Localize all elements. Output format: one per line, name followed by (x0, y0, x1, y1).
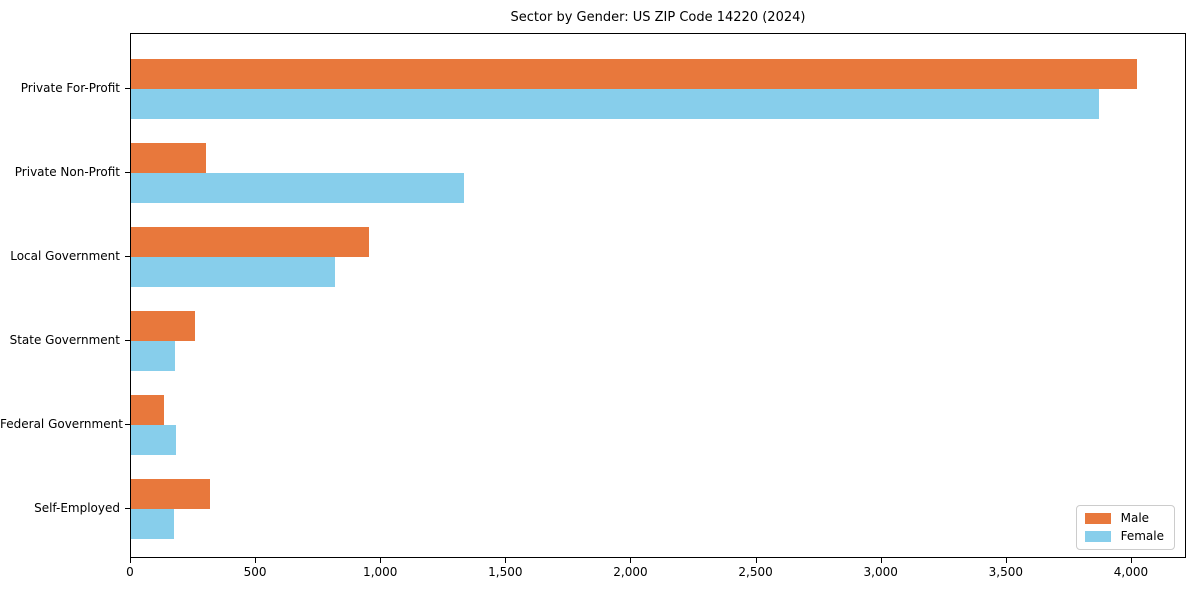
ytick-label-federal-government: Federal Government (0, 417, 123, 431)
xtick-label-3000: 3,000 (863, 565, 898, 579)
ytick-label-private-non-profit: Private Non-Profit (14, 165, 120, 179)
xtick-label-500: 500 (243, 565, 267, 579)
bar-male-private-non-profit (131, 143, 206, 173)
xtick-mark (630, 558, 632, 563)
ytick-mark (125, 424, 130, 425)
bar-male-self-employed (131, 479, 210, 509)
xtick-mark (1130, 558, 1132, 563)
xtick-label-2500: 2,500 (738, 565, 773, 579)
xtick-mark (130, 558, 131, 563)
legend-label-female: Female (1120, 529, 1164, 543)
legend-label-male: Male (1120, 511, 1150, 525)
bar-female-private-non-profit (131, 173, 464, 203)
ytick-mark (125, 340, 130, 341)
bar-male-local-government (131, 227, 369, 257)
xtick-mark (1005, 558, 1007, 563)
bar-male-private-for-profit (131, 59, 1137, 89)
male-swatch-icon (1084, 513, 1111, 524)
ytick-label-private-for-profit: Private For-Profit (20, 81, 120, 95)
ytick-label-state-government: State Government (9, 333, 120, 347)
xtick-label-1000: 1,000 (363, 565, 398, 579)
legend-item-female: Female (1084, 529, 1164, 543)
legend-item-male: Male (1084, 511, 1164, 525)
bar-male-federal-government (131, 395, 164, 425)
bar-female-self-employed (131, 509, 174, 539)
bar-female-private-for-profit (131, 89, 1099, 119)
chart-title: Sector by Gender: US ZIP Code 14220 (202… (510, 10, 806, 25)
ytick-label-self-employed: Self-Employed (34, 501, 120, 515)
xtick-label-0: 0 (126, 565, 134, 579)
xtick-mark (880, 558, 882, 563)
bar-female-state-government (131, 341, 175, 371)
xtick-label-1500: 1,500 (488, 565, 523, 579)
ytick-mark (125, 88, 130, 89)
xtick-mark (505, 558, 507, 563)
ytick-mark (125, 256, 130, 257)
xtick-label-3500: 3,500 (988, 565, 1024, 579)
bar-female-federal-government (131, 425, 176, 455)
bar-male-state-government (131, 311, 195, 341)
xtick-label-4000: 4,000 (1113, 565, 1149, 579)
ytick-mark (125, 172, 130, 173)
xtick-mark (255, 558, 257, 563)
bar-female-local-government (131, 257, 335, 287)
xtick-mark (755, 558, 757, 563)
female-swatch-icon (1084, 531, 1111, 542)
xtick-label-2000: 2,000 (613, 565, 648, 579)
ytick-mark (125, 508, 130, 509)
plot-area: Male Female (130, 33, 1186, 558)
xtick-mark (380, 558, 382, 563)
legend: Male Female (1075, 505, 1175, 550)
ytick-label-local-government: Local Government (10, 249, 120, 263)
